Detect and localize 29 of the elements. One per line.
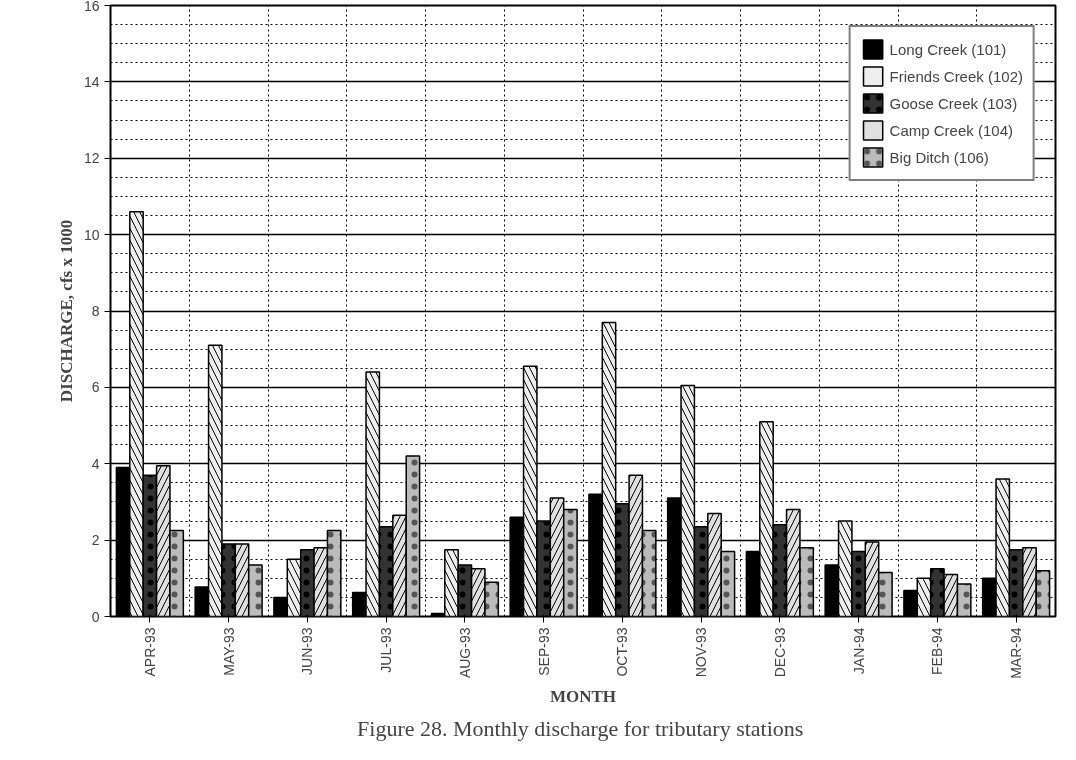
y-tick-label: 4 bbox=[91, 455, 100, 472]
x-tick-label: JAN-94 bbox=[850, 627, 867, 675]
x-tick-label: JUL-93 bbox=[378, 627, 395, 673]
y-tick-label: 2 bbox=[91, 532, 100, 549]
legend-label: Long Creek (101) bbox=[889, 40, 1007, 58]
legend-label: Friends Creek (102) bbox=[889, 67, 1023, 85]
x-tick-label: OCT-93 bbox=[614, 627, 631, 677]
x-tick-label: NOV-93 bbox=[693, 627, 710, 678]
x-axis-title: MONTH bbox=[549, 686, 617, 706]
x-tick-label: DEC-93 bbox=[771, 627, 788, 678]
legend-label: Big Ditch (106) bbox=[889, 148, 989, 166]
y-axis-title: DISCHARGE, cfs x 1000 bbox=[56, 219, 76, 403]
y-tick-label: 10 bbox=[83, 226, 100, 243]
legend-label: Camp Creek (104) bbox=[889, 121, 1013, 139]
y-tick-label: 6 bbox=[91, 379, 100, 396]
x-tick-label: SEP-93 bbox=[535, 627, 552, 676]
x-tick-label: MAR-94 bbox=[1008, 627, 1025, 679]
y-tick-label: 12 bbox=[83, 150, 100, 167]
x-tick-label: FEB-94 bbox=[929, 627, 946, 675]
x-tick-label: APR-93 bbox=[141, 627, 158, 677]
x-tick-label: MAY-93 bbox=[220, 627, 237, 676]
y-tick-label: 14 bbox=[83, 73, 100, 90]
y-tick-label: 8 bbox=[91, 303, 100, 319]
x-tick-label: AUG-93 bbox=[456, 627, 473, 679]
y-tick-label: 16 bbox=[83, 0, 100, 14]
x-tick-label: JUN-93 bbox=[299, 627, 316, 675]
caption: Figure 28. Monthly discharge for tributary stations bbox=[357, 715, 804, 741]
y-tick-label: 0 bbox=[91, 608, 100, 625]
legend-label: Goose Creek (103) bbox=[889, 94, 1018, 112]
